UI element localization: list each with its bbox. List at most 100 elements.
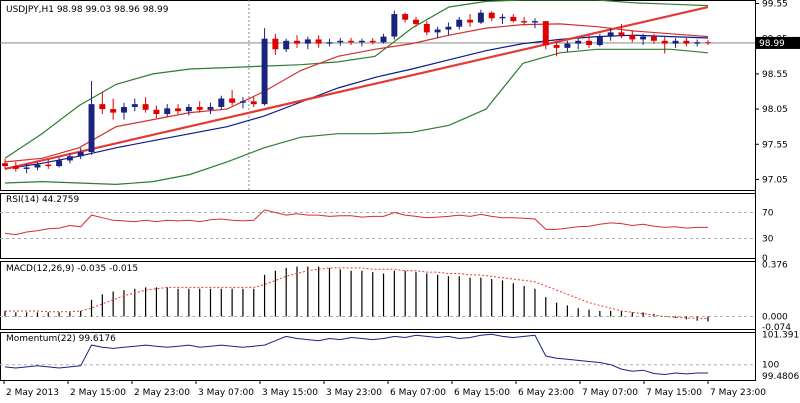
candle-body [445, 26, 452, 30]
candle-body [239, 101, 246, 103]
candle-body [402, 14, 409, 20]
panel-frame-main [0, 0, 756, 191]
candle-body [337, 40, 344, 43]
price-tick-label: 99.55 [762, 0, 788, 10]
candle-body [510, 16, 517, 22]
momentum-tick-label: 99.4806 [762, 372, 799, 382]
time-tick-label: 6 May 15:00 [454, 388, 510, 398]
candle-body [23, 167, 30, 169]
time-tick-label: 7 May 15:00 [646, 388, 702, 398]
candle-body [153, 109, 160, 114]
candle-body [650, 36, 657, 41]
candle-body [456, 19, 463, 27]
rsi-tick-label: 0 [762, 254, 768, 264]
candle-body [358, 40, 365, 43]
candle-body [315, 39, 322, 44]
candle-body [607, 32, 614, 37]
candle-body [531, 21, 538, 23]
time-tick-label: 6 May 07:00 [390, 388, 446, 398]
candle-body [88, 104, 95, 152]
candle-body [596, 36, 603, 46]
candle-body [294, 40, 300, 44]
candle-body [640, 36, 647, 40]
momentum-label: Momentum(22) 99.6176 [6, 334, 116, 344]
moving-average-fast [4, 23, 709, 163]
rsi-label: RSI(14) 44.2759 [6, 195, 79, 205]
trendline [4, 5, 709, 170]
candle-body [705, 42, 711, 44]
candle-body [164, 108, 171, 114]
candle-body [348, 40, 355, 43]
price-tick-label: 97.55 [762, 140, 788, 150]
candle-body [56, 160, 63, 167]
rsi-line [4, 209, 708, 236]
momentum-line [4, 333, 708, 376]
candle-body [629, 35, 636, 40]
time-tick-label: 6 May 23:00 [518, 388, 574, 398]
candle-body [467, 19, 474, 23]
candle-body [77, 152, 84, 157]
time-tick-label: 7 May 07:00 [582, 388, 638, 398]
candle-body [499, 16, 506, 19]
candle-body [12, 166, 19, 169]
last-price-label: 98.99 [759, 39, 785, 49]
time-tick-label: 3 May 07:00 [198, 388, 254, 398]
candle-body [542, 21, 549, 46]
macd-tick-label: 0.376 [762, 260, 788, 270]
candle-body [413, 19, 419, 24]
macd-signal-line [5, 267, 709, 320]
candle-body [488, 12, 495, 19]
candle-body [369, 40, 376, 43]
candle-body [391, 14, 398, 37]
rsi-tick-label: 70 [762, 209, 774, 219]
price-tick-label: 98.55 [762, 70, 788, 80]
time-tick-label: 2 May 15:00 [70, 388, 126, 398]
candle-body [694, 42, 701, 44]
time-tick-label: 2 May 2013 [6, 388, 59, 398]
macd-tick-label: 0.000 [762, 313, 788, 323]
candle-body [110, 109, 117, 113]
candle-body [683, 40, 690, 44]
time-tick-label: 2 May 23:00 [134, 388, 190, 398]
candle-body [553, 45, 560, 48]
candle-body [326, 42, 333, 44]
candle-body [575, 40, 582, 44]
last-price-box [756, 36, 800, 49]
macd-tick-label: -0.074 [762, 323, 791, 333]
candle-body [434, 29, 441, 33]
candle-body [2, 163, 8, 167]
candle-body [586, 40, 593, 46]
bollinger-upper [4, 0, 709, 159]
candle-body [131, 104, 138, 107]
chart-title: USDJPY,H1 98.98 99.03 98.96 98.99 [6, 5, 169, 15]
price-tick-label: 98.05 [762, 105, 788, 115]
candle-body [380, 36, 387, 43]
time-tick-label: 7 May 23:00 [710, 388, 766, 398]
candle-body [618, 32, 625, 36]
moving-average-slow [4, 34, 709, 170]
candle-body [99, 104, 106, 110]
candle-body [564, 43, 571, 48]
candle-body [521, 21, 528, 23]
candle-body [196, 106, 203, 110]
momentum-tick-label: 100 [762, 361, 779, 371]
bollinger-lower [4, 48, 709, 186]
macd-label: MACD(12,26,9) -0.035 -0.015 [6, 264, 138, 274]
candle-body [304, 39, 311, 44]
candle-body [142, 104, 149, 110]
candle-body [477, 12, 484, 23]
candle-body [250, 101, 257, 105]
candle-body [672, 40, 679, 44]
candle-body [661, 40, 668, 44]
candle-body [175, 108, 182, 112]
candle-body [261, 38, 268, 105]
price-tick-label: 97.05 [762, 175, 788, 185]
candle-body [218, 98, 225, 107]
candle-body [66, 156, 73, 161]
panel-frame-rsi [0, 193, 756, 259]
candle-body [272, 38, 279, 50]
time-tick-label: 3 May 23:00 [326, 388, 382, 398]
time-tick-label: 3 May 15:00 [262, 388, 318, 398]
